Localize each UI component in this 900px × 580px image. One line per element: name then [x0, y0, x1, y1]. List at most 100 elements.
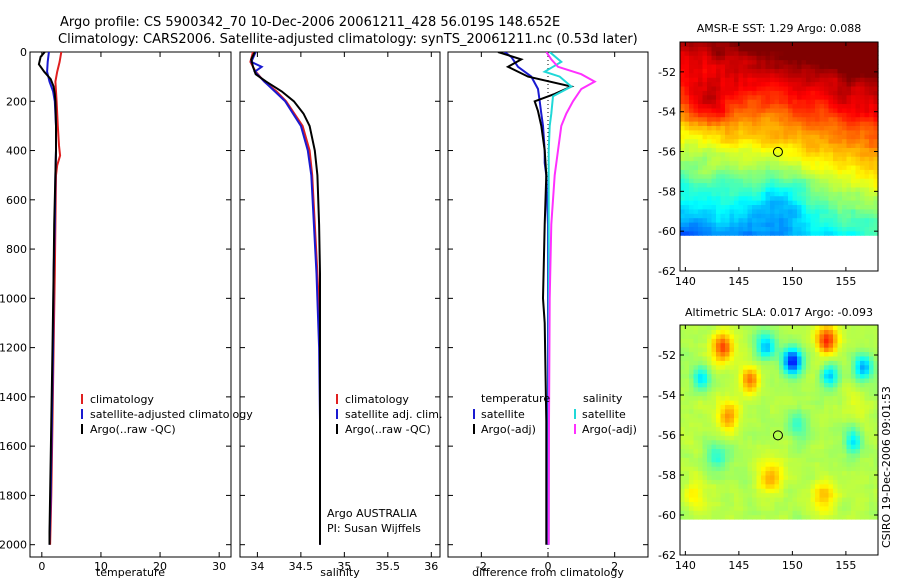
sla_map-cell [819, 391, 825, 397]
sla_map-cell [851, 386, 857, 392]
sla_map-cell [860, 470, 866, 476]
sla_map-cell [837, 474, 843, 480]
sst_map-cell [792, 160, 798, 166]
sla_map-cell [689, 373, 695, 379]
sst_map-cell [851, 178, 857, 184]
sst_map-cell [851, 59, 857, 65]
sst_map-cell [810, 68, 816, 74]
sla_map-cell [864, 369, 870, 375]
sst_map-cell [860, 230, 866, 236]
sla_map-cell [729, 496, 735, 502]
sla_map-cell [779, 430, 785, 436]
sst_map-cell [765, 63, 771, 69]
sla_map-cell [680, 391, 686, 397]
sla_map-cell [833, 461, 839, 467]
sst_map-cell [693, 156, 699, 162]
sla_map-cell [693, 496, 699, 502]
sst_map-cell [855, 59, 861, 65]
sla_map-cell [689, 457, 695, 463]
sst_map-cell [756, 63, 762, 69]
sst_map-cell [702, 169, 708, 175]
sst_map-cell [851, 191, 857, 197]
sst_map-ytick-label: -54 [658, 106, 676, 119]
sst_map-cell [756, 200, 762, 206]
sla_map-cell [698, 373, 704, 379]
sst_map-cell [855, 112, 861, 118]
sla_map-cell [779, 355, 785, 361]
sst_map-cell [765, 221, 771, 227]
sla_map-cell [788, 408, 794, 414]
sst_map-cell [720, 156, 726, 162]
sla_map-cell [860, 404, 866, 410]
sla_map-cell [873, 483, 879, 489]
sla_map-cell [801, 483, 807, 489]
sla_map-cell [693, 461, 699, 467]
sla_map-cell [743, 422, 749, 428]
sst_map-cell [842, 178, 848, 184]
sla_map-cell [774, 395, 780, 401]
sla_map-cell [725, 342, 731, 348]
sst_map-cell [873, 107, 879, 113]
sla_map-cell [693, 338, 699, 344]
sst_map-cell [833, 72, 839, 78]
sla_map-cell [725, 466, 731, 472]
sst_map-cell [698, 147, 704, 153]
sst_map-cell [792, 142, 798, 148]
sla_map-cell [734, 514, 740, 520]
sst_map-cell [729, 178, 735, 184]
sst_map-cell [824, 129, 830, 135]
sla_map-cell [833, 399, 839, 405]
sst_map-float-marker [772, 146, 783, 157]
sst_map-cell [743, 151, 749, 157]
sst_map-cell [806, 42, 812, 47]
sst_map-cell [797, 213, 803, 219]
sla_map-cell [842, 333, 848, 339]
sst_map-cell [693, 99, 699, 105]
sla_map-cell [833, 474, 839, 480]
sla_map-cell [765, 408, 771, 414]
sla_map-cell [680, 514, 686, 520]
sst_map-cell [828, 107, 834, 113]
sla_map-cell [869, 338, 875, 344]
sla_map-cell [707, 426, 713, 432]
sla_map-cell [698, 492, 704, 498]
sla_map-cell [855, 496, 861, 502]
sst_map-cell [846, 221, 852, 227]
sst_map-cell [788, 129, 794, 135]
sla_map-cell [869, 505, 875, 511]
sla_map-cell [869, 417, 875, 423]
sla_map-cell [824, 408, 830, 414]
sst_map-cell [680, 200, 686, 206]
sla_map-cell [815, 452, 821, 458]
sst_map-cell [711, 125, 717, 131]
sla_map-cell [846, 408, 852, 414]
sst_map-cell [711, 99, 717, 105]
sst_map-cell [873, 230, 879, 236]
sst_map-cell [711, 213, 717, 219]
sla_map-cell [855, 452, 861, 458]
sst_map-cell [707, 204, 713, 210]
sst_map-cell [752, 90, 758, 96]
sst_map-cell [815, 116, 821, 122]
sst_map-cell [828, 116, 834, 122]
sla_map-cell [792, 373, 798, 379]
sst_map-cell [765, 103, 771, 109]
sst_map-cell [851, 195, 857, 201]
sla_map-cell [779, 364, 785, 370]
sst_map-cell [851, 164, 857, 170]
sst_map-cell [815, 147, 821, 153]
sst_map-cell [698, 221, 704, 227]
sst_map-cell [851, 94, 857, 100]
sla_map-cell [770, 448, 776, 454]
sla_map-cell [707, 492, 713, 498]
sst_map-cell [824, 142, 830, 148]
sst_map-cell [725, 191, 731, 197]
sst_map-cell [833, 116, 839, 122]
sla_map-cell [752, 325, 758, 331]
sla_map-cell [747, 338, 753, 344]
sst_map-cell [761, 169, 767, 175]
sla_map-cell [698, 408, 704, 414]
sst_map-cell [716, 59, 722, 65]
sst_map-cell [738, 50, 744, 56]
sla_map-cell [698, 514, 704, 520]
